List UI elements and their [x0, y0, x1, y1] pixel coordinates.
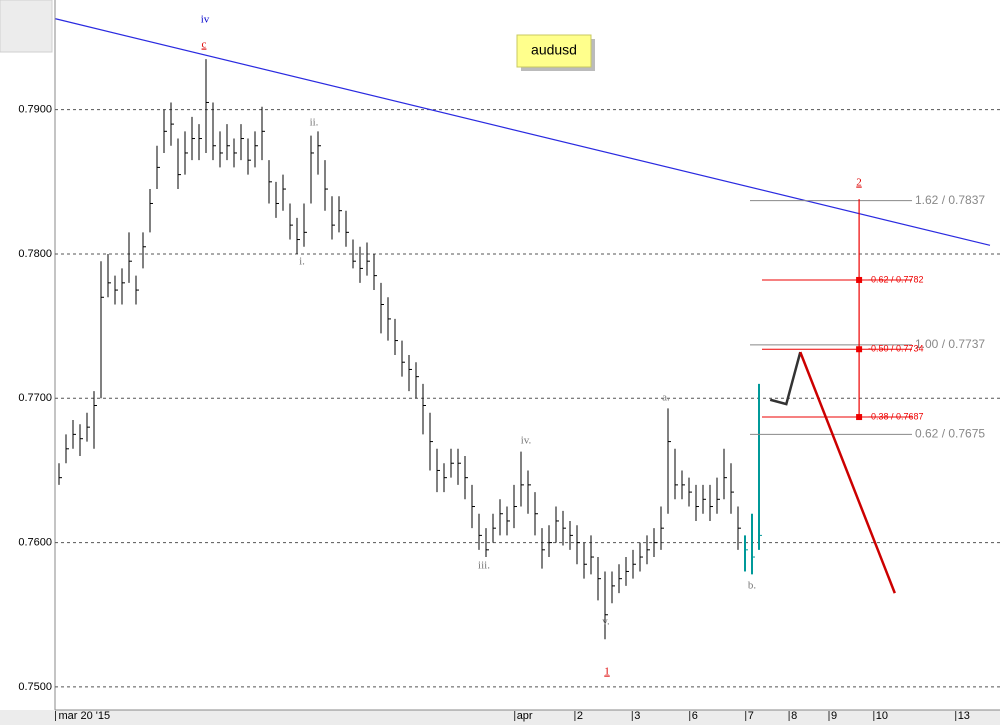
title-box	[516, 34, 592, 68]
x-tick-label: 10	[876, 710, 888, 722]
wave-label: a.	[662, 392, 670, 404]
x-tick-label: mar 20 '15	[59, 710, 111, 722]
level-label: -0.38 / 0.7687	[868, 411, 924, 421]
x-tick-label: 9	[831, 710, 837, 722]
corner-box	[0, 0, 53, 53]
y-tick-label: 0.7700	[18, 392, 52, 404]
wave-label: b.	[748, 580, 757, 592]
y-tick-label: 0.7600	[18, 537, 52, 549]
wave-label: iv	[201, 14, 210, 26]
x-tick-label: 8	[791, 710, 797, 722]
x-tick-label: apr	[517, 710, 533, 722]
x-tick-label: 2	[577, 710, 583, 722]
wave-label: ii.	[310, 117, 319, 129]
y-tick-label: 0.7800	[18, 248, 52, 260]
y-tick-label: 0.7900	[18, 104, 52, 116]
x-axis-band	[0, 710, 1000, 725]
x-tick-label: 6	[692, 710, 698, 722]
projection-line	[769, 351, 802, 406]
level-label: 0.62 / 0.7675	[915, 427, 985, 441]
wave-label: 1	[604, 666, 610, 678]
x-tick-label: 13	[958, 710, 970, 722]
wave-label: v.	[602, 616, 610, 628]
level-label: 1.62 / 0.7837	[915, 193, 985, 207]
x-tick-label: 7	[748, 710, 754, 722]
wave-label: iv.	[521, 435, 532, 447]
wave-label: c	[202, 39, 207, 51]
y-tick-label: 0.7500	[18, 681, 52, 693]
wave-label: iii.	[478, 560, 490, 572]
chart-title: audusd	[531, 42, 577, 58]
level-label: 1.00 / 0.7737	[915, 337, 985, 351]
x-tick-label: 3	[634, 710, 640, 722]
trend-line	[55, 18, 991, 246]
wave-label: 2	[856, 177, 862, 189]
level-label: -0.50 / 0.7734	[868, 344, 924, 354]
projection-line	[799, 351, 896, 594]
wave-label: i.	[299, 256, 305, 268]
level-label: -0.62 / 0.7782	[868, 274, 924, 284]
